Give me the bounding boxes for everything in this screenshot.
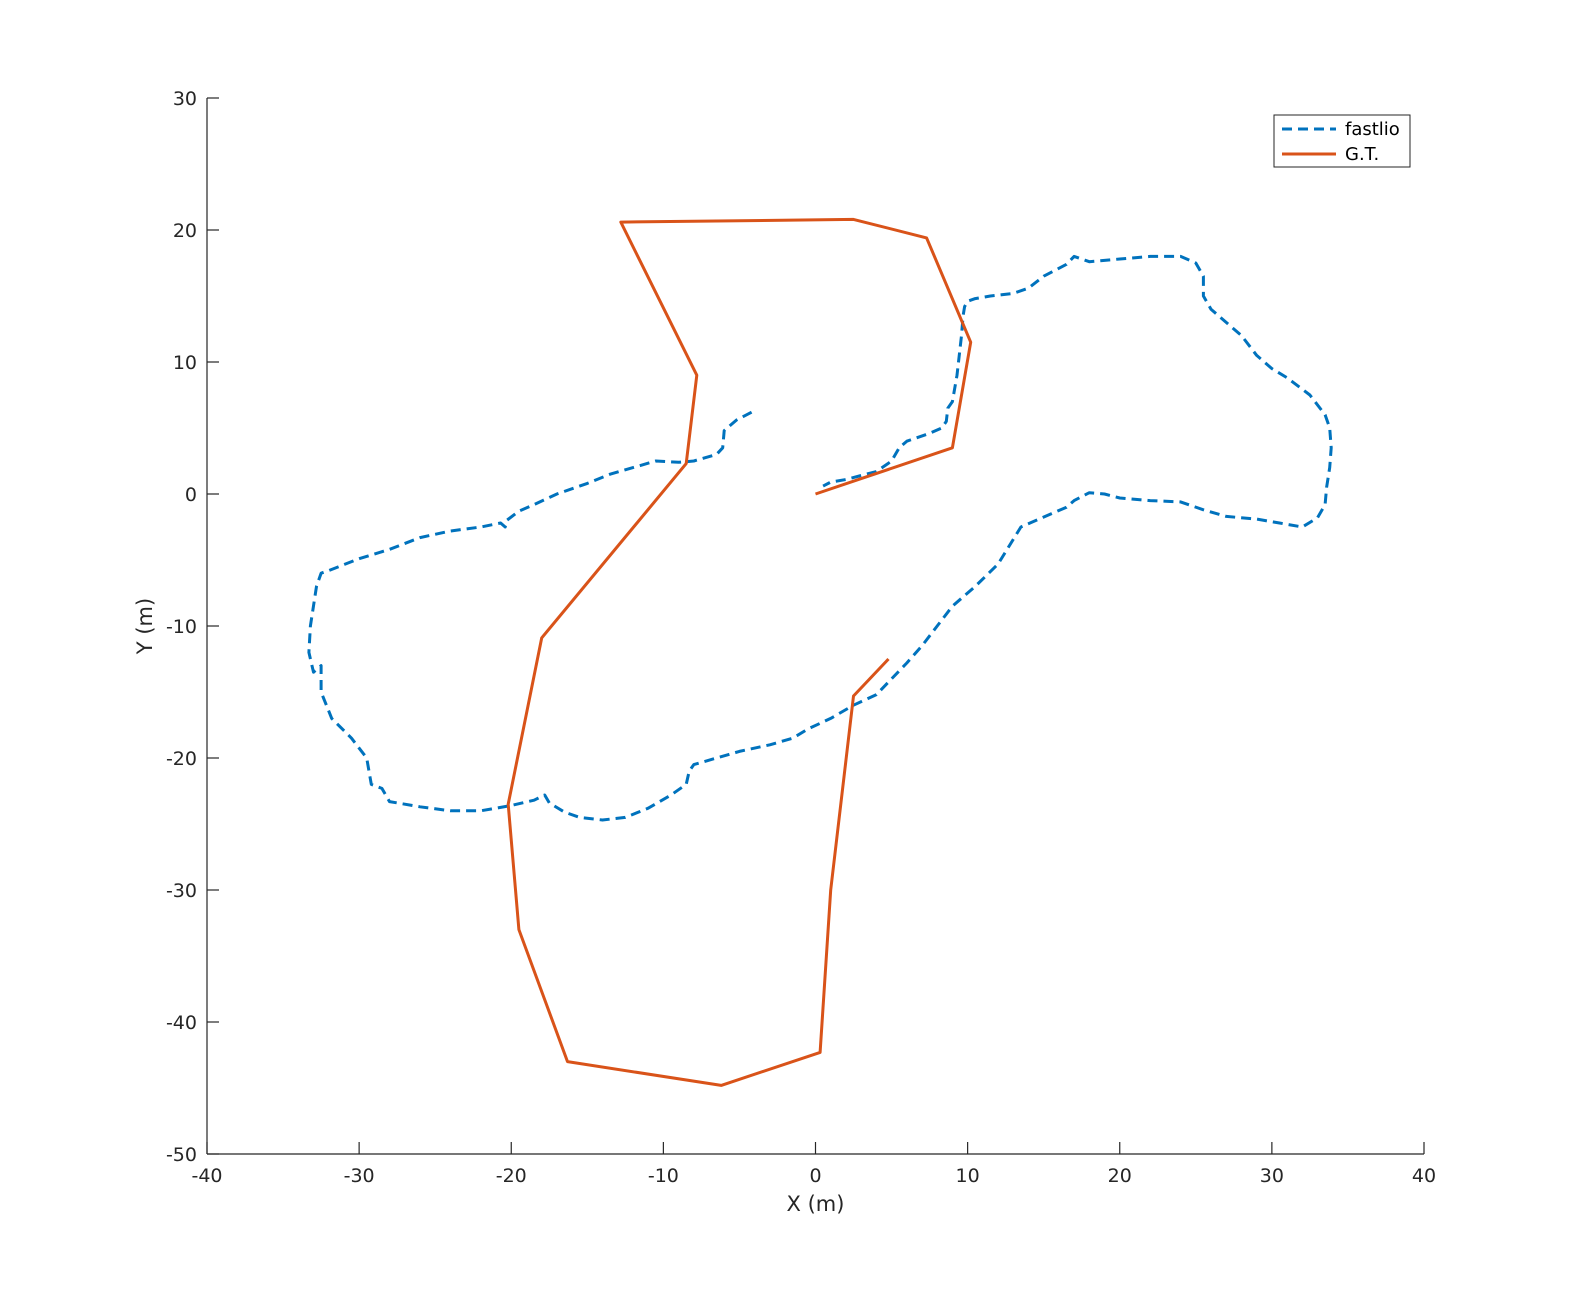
x-tick-label: 0 bbox=[809, 1165, 821, 1187]
x-tick-label: 40 bbox=[1412, 1165, 1436, 1187]
y-tick-label: -20 bbox=[166, 748, 197, 770]
y-tick-label: 30 bbox=[173, 88, 197, 110]
legend-label: fastlio bbox=[1345, 119, 1400, 140]
y-tick-label: 10 bbox=[173, 352, 197, 374]
y-tick-label: 0 bbox=[185, 484, 197, 506]
y-tick-label: -30 bbox=[166, 880, 197, 902]
y-axis-title: Y (m) bbox=[133, 598, 157, 655]
axes-layer: -40 -30 -20 -10 0 10 20 30 40-50-40-30-20-100102… bbox=[133, 88, 1436, 1216]
x-tick-label: 30 bbox=[1260, 1165, 1284, 1187]
legend-box bbox=[1273, 114, 1411, 168]
series-line-fastlio bbox=[307, 254, 1333, 822]
legend-label: G.T. bbox=[1345, 144, 1379, 165]
y-tick-label: -40 bbox=[166, 1012, 197, 1034]
series-line-g-t bbox=[506, 217, 973, 1087]
series-layer bbox=[307, 217, 1333, 1087]
y-tick-label: -50 bbox=[166, 1144, 197, 1166]
x-tick-label: 10 bbox=[956, 1165, 980, 1187]
y-tick-label: -10 bbox=[166, 616, 197, 638]
x-tick-label: -40 bbox=[191, 1165, 222, 1187]
x-tick-label: -10 bbox=[648, 1165, 679, 1187]
x-tick-label: -30 bbox=[344, 1165, 375, 1187]
x-tick-label: -20 bbox=[496, 1165, 527, 1187]
x-tick-label: 20 bbox=[1108, 1165, 1132, 1187]
legend: fastlio G.T. bbox=[1273, 114, 1411, 168]
y-tick-label: 20 bbox=[173, 220, 197, 242]
x-axis-title: X (m) bbox=[787, 1192, 845, 1216]
